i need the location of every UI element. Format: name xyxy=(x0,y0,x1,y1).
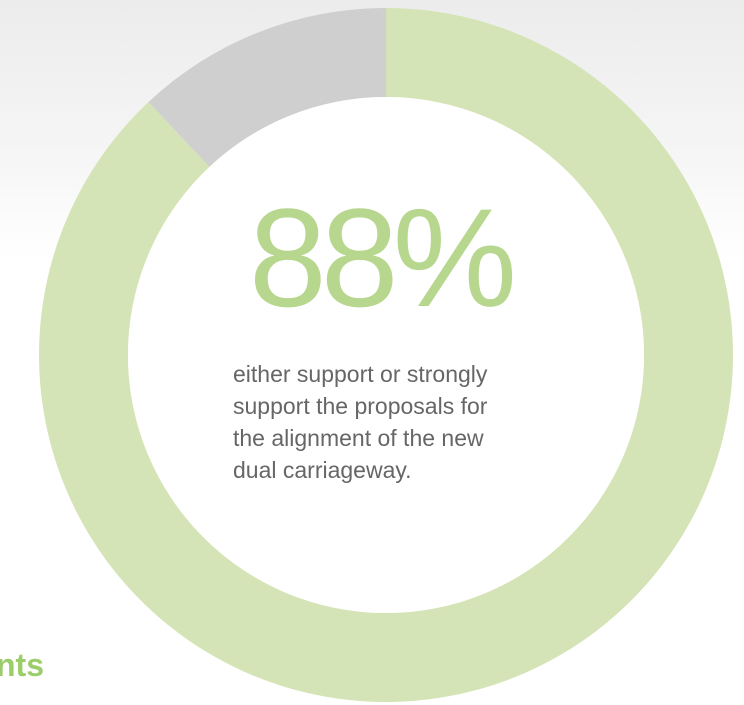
chart-caption: either support or strongly support the p… xyxy=(233,358,573,486)
headline-percentage: 88% xyxy=(248,179,517,336)
caption-line: dual carriageway. xyxy=(233,457,412,483)
donut-hole xyxy=(128,97,644,613)
section-heading: nts xyxy=(0,647,44,683)
caption-line: the alignment of the new xyxy=(233,425,484,451)
donut-slice-other xyxy=(148,8,386,167)
caption-line: either support or strongly xyxy=(233,361,488,387)
caption-line: support the proposals for xyxy=(233,393,488,419)
